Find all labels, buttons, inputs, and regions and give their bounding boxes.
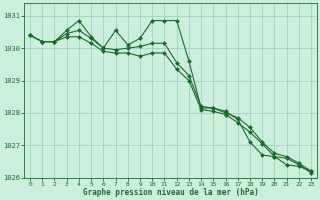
X-axis label: Graphe pression niveau de la mer (hPa): Graphe pression niveau de la mer (hPa) (83, 188, 259, 197)
